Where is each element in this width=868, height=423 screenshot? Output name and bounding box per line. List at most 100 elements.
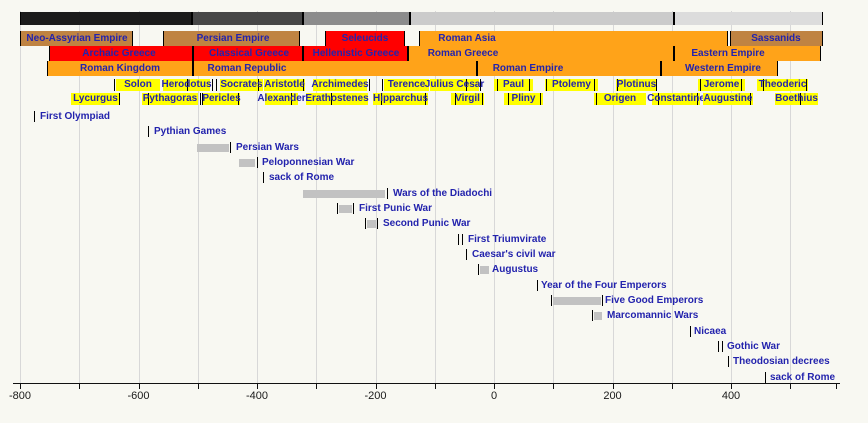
period-segment xyxy=(193,46,303,61)
period-segment xyxy=(674,46,821,61)
x-axis-tick xyxy=(375,384,377,389)
event-label[interactable]: Second Punic War xyxy=(383,218,471,229)
person-bar xyxy=(545,79,598,91)
date-tick-mark xyxy=(697,93,698,105)
person-label[interactable]: Augustine xyxy=(703,93,753,104)
person-label[interactable]: Terence xyxy=(387,79,426,90)
person-label[interactable]: Origen xyxy=(603,93,637,104)
x-axis-label: -800 xyxy=(8,390,32,402)
person-label[interactable]: Virgil xyxy=(455,93,480,104)
person-label[interactable]: Hipparchus xyxy=(372,93,429,104)
event-tick-mark xyxy=(462,234,463,245)
person-label[interactable]: Lycurgus xyxy=(73,93,118,104)
person-label[interactable]: Pericles xyxy=(202,93,241,104)
period-label[interactable]: Neo-Assyrian Empire xyxy=(26,33,128,44)
x-axis-tick xyxy=(731,384,732,389)
period-label[interactable]: Western Empire xyxy=(685,63,761,74)
person-label[interactable]: Aristotle xyxy=(264,79,305,90)
x-axis-tick xyxy=(494,384,495,389)
event-label[interactable]: Caesar's civil war xyxy=(472,249,556,260)
gridline xyxy=(494,11,495,383)
x-axis-line xyxy=(13,383,840,384)
person-label[interactable]: Jerome xyxy=(703,79,740,90)
period-label[interactable]: Archaic Greece xyxy=(82,48,156,59)
event-label[interactable]: Year of the Four Emperors xyxy=(541,280,667,291)
date-tick-mark xyxy=(763,79,764,91)
period-label[interactable]: Roman Kingdom xyxy=(80,63,160,74)
person-label[interactable]: Pliny xyxy=(511,93,536,104)
person-label[interactable]: Boethius xyxy=(775,93,818,104)
person-label[interactable]: Constantine xyxy=(647,93,705,104)
date-tick-mark xyxy=(508,93,509,105)
event-label[interactable]: sack of Rome xyxy=(770,372,836,383)
event-label[interactable]: sack of Rome xyxy=(269,172,335,183)
period-label[interactable]: Roman Asia xyxy=(438,33,496,44)
date-tick-mark xyxy=(258,79,259,91)
event-label[interactable]: First Triumvirate xyxy=(468,234,547,245)
event-label[interactable]: Gothic War xyxy=(727,341,780,352)
person-label[interactable]: Ptolemy xyxy=(552,79,591,90)
person-label[interactable]: Pythagoras xyxy=(142,93,198,104)
x-axis-tick xyxy=(671,384,673,389)
x-axis-tick xyxy=(197,384,199,389)
event-tick-mark xyxy=(34,111,35,122)
event-label[interactable]: Theodosian decrees xyxy=(733,356,830,367)
person-label[interactable]: Socrates xyxy=(220,79,263,90)
event-label[interactable]: Five Good Emperors xyxy=(605,295,704,306)
period-label[interactable]: Hellenistic Greece xyxy=(312,48,400,59)
event-label[interactable]: Wars of the Diadochi xyxy=(393,188,493,199)
person-bar xyxy=(71,93,120,105)
event-tick-mark xyxy=(592,310,593,321)
person-label[interactable]: Julius Cesar xyxy=(424,79,485,90)
x-axis-tick xyxy=(553,384,555,389)
person-bar xyxy=(142,93,198,105)
date-tick-mark xyxy=(540,93,541,105)
person-label[interactable]: Theoderic xyxy=(758,79,807,90)
date-tick-mark xyxy=(200,93,201,105)
event-label[interactable]: Augustus xyxy=(492,264,539,275)
event-label[interactable]: Pythian Games xyxy=(154,126,227,137)
person-bar xyxy=(373,93,428,105)
period-label[interactable]: Roman Greece xyxy=(427,48,499,59)
event-tick-mark xyxy=(551,295,552,306)
period-segment xyxy=(730,31,823,46)
period-label[interactable]: Eastern Empire xyxy=(691,48,765,59)
person-label[interactable]: Plotinus xyxy=(616,79,657,90)
person-label[interactable]: Paul xyxy=(502,79,525,90)
period-label[interactable]: Roman Empire xyxy=(492,63,564,74)
person-label[interactable]: Solon xyxy=(124,79,152,90)
date-tick-mark xyxy=(656,79,657,91)
date-tick-mark xyxy=(291,93,292,105)
event-label[interactable]: Persian Wars xyxy=(236,142,299,153)
event-tick-mark xyxy=(718,341,719,352)
person-label[interactable]: Alexander xyxy=(257,93,306,104)
person-label[interactable]: Archimedes xyxy=(311,79,369,90)
event-label[interactable]: First Punic War xyxy=(359,203,432,214)
period-label[interactable]: Sassanids xyxy=(751,33,801,44)
event-label[interactable]: Marcomannic Wars xyxy=(607,310,699,321)
person-label[interactable]: Herodotus xyxy=(161,79,212,90)
x-axis-label: 200 xyxy=(603,390,622,402)
event-label[interactable]: First Olympiad xyxy=(40,111,111,122)
x-axis-label: 0 xyxy=(490,390,498,402)
period-label[interactable]: Persian Empire xyxy=(196,33,270,44)
date-tick-mark xyxy=(455,93,456,105)
person-bar xyxy=(203,93,240,105)
event-label[interactable]: Peloponnesian War xyxy=(262,157,355,168)
date-tick-mark xyxy=(741,79,742,91)
gridline xyxy=(434,11,436,383)
x-axis-label: 400 xyxy=(721,390,741,402)
event-label[interactable]: Nicaea xyxy=(694,326,727,337)
person-label[interactable]: Erathostenes xyxy=(305,93,369,104)
period-label[interactable]: Seleucids xyxy=(341,33,389,44)
event-tick-mark xyxy=(387,188,388,199)
person-bar xyxy=(504,93,543,105)
period-segment xyxy=(20,31,133,46)
event-tick-mark xyxy=(230,142,231,153)
period-segment xyxy=(163,31,300,46)
x-axis-label: -600 xyxy=(127,390,150,402)
period-label[interactable]: Classical Greece xyxy=(208,48,290,59)
event-bar xyxy=(239,159,255,167)
period-segment xyxy=(661,61,778,76)
period-label[interactable]: Roman Republic xyxy=(207,63,287,74)
